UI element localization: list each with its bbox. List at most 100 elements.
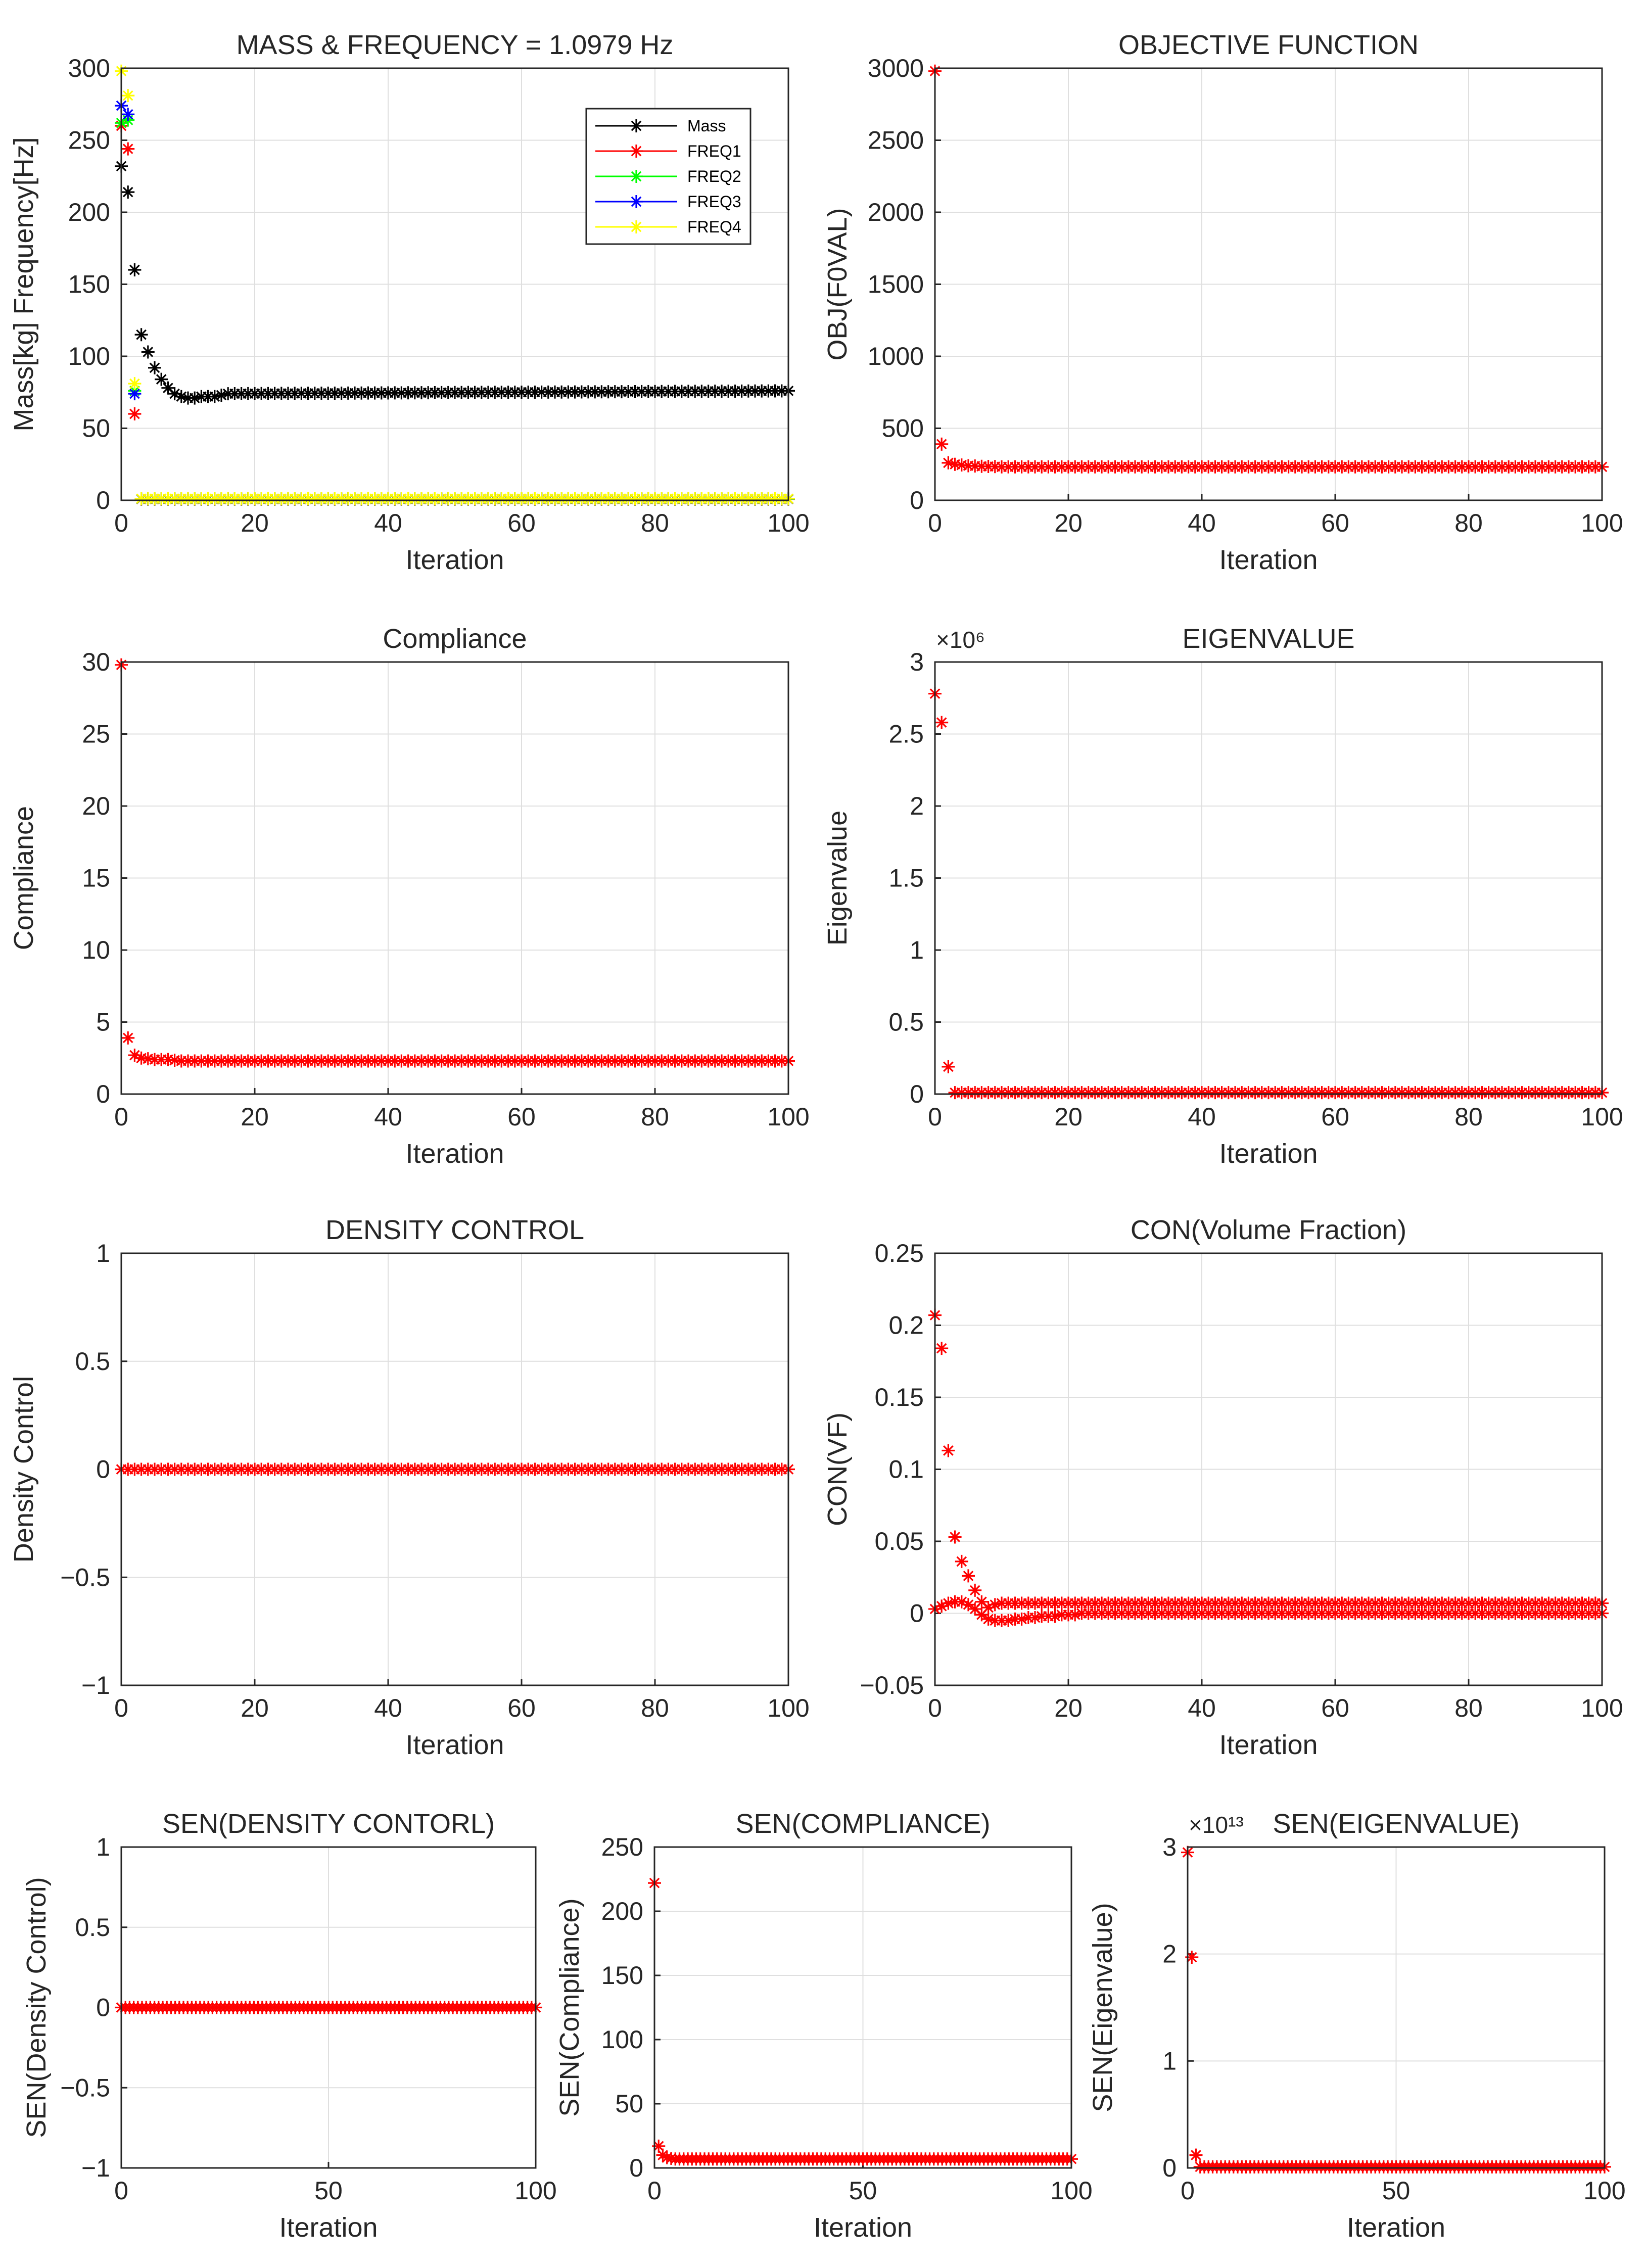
data-point bbox=[1529, 1596, 1542, 1610]
data-point bbox=[675, 492, 688, 505]
data-point bbox=[255, 492, 268, 505]
data-point bbox=[1435, 1596, 1449, 1610]
y-tick-label: 3 bbox=[910, 648, 924, 676]
data-point bbox=[995, 1596, 1008, 1610]
x-tick-label: 20 bbox=[241, 509, 269, 537]
data-point bbox=[1015, 1596, 1028, 1610]
data-point bbox=[541, 385, 555, 399]
data-point bbox=[1588, 460, 1602, 474]
data-point bbox=[274, 1054, 288, 1068]
data-point bbox=[1342, 460, 1355, 474]
data-point bbox=[708, 1054, 722, 1068]
data-point bbox=[315, 1054, 328, 1068]
series-eigenvalue bbox=[928, 687, 1609, 1100]
data-point bbox=[181, 1054, 195, 1068]
data-point bbox=[1168, 1606, 1182, 1620]
data-point bbox=[388, 1462, 402, 1476]
data-point bbox=[1148, 1606, 1162, 1620]
x-tick-label: 40 bbox=[1188, 1103, 1216, 1131]
data-point bbox=[588, 1462, 602, 1476]
data-point bbox=[1562, 1606, 1575, 1620]
data-point bbox=[248, 1462, 261, 1476]
data-point bbox=[688, 1054, 702, 1068]
data-point bbox=[1569, 460, 1582, 474]
y-axis-label: SEN(Compliance) bbox=[554, 1898, 585, 2116]
data-point bbox=[648, 385, 662, 398]
data-point bbox=[1429, 460, 1442, 474]
data-point bbox=[181, 492, 195, 505]
data-point bbox=[1002, 460, 1015, 474]
data-point bbox=[1475, 460, 1489, 474]
data-point bbox=[1062, 1608, 1075, 1622]
data-point bbox=[174, 1462, 188, 1476]
data-point bbox=[181, 391, 195, 405]
data-point bbox=[1035, 1086, 1049, 1100]
data-point bbox=[1515, 1086, 1529, 1100]
data-point bbox=[461, 492, 475, 505]
data-point bbox=[401, 386, 415, 400]
data-point bbox=[1509, 1596, 1522, 1610]
data-point bbox=[1522, 1596, 1535, 1610]
data-point bbox=[1035, 1596, 1049, 1610]
data-point bbox=[255, 1462, 268, 1476]
data-point bbox=[1002, 1596, 1015, 1610]
data-point bbox=[1208, 1086, 1222, 1100]
data-point bbox=[195, 1054, 208, 1068]
data-point bbox=[1095, 460, 1108, 474]
data-point bbox=[708, 385, 722, 398]
data-point bbox=[1375, 1606, 1389, 1620]
data-point bbox=[488, 1054, 502, 1068]
data-point bbox=[1588, 1596, 1602, 1610]
x-tick-label: 80 bbox=[1454, 1103, 1483, 1131]
data-point bbox=[441, 386, 455, 399]
data-point bbox=[1062, 1596, 1075, 1610]
data-point bbox=[975, 1608, 989, 1622]
legend-label: FREQ1 bbox=[687, 142, 741, 160]
data-point bbox=[735, 1462, 748, 1476]
x-tick-label: 80 bbox=[641, 509, 669, 537]
data-point bbox=[168, 1462, 181, 1476]
data-point bbox=[1335, 1606, 1349, 1620]
data-point bbox=[1135, 1086, 1149, 1100]
y-tick-label: −0.05 bbox=[860, 1671, 924, 1699]
data-point bbox=[515, 1462, 528, 1476]
chart-eigenvalue: 0 20 40 60 80 100 0 0.5 1 1.5 2 2.5 3 EIGENVALUE Itera… bbox=[822, 624, 1623, 1169]
data-point bbox=[1442, 1596, 1455, 1610]
data-point bbox=[121, 108, 135, 121]
data-point bbox=[995, 460, 1008, 474]
y-tick-label: 10 bbox=[82, 936, 110, 964]
data-point bbox=[308, 1462, 321, 1476]
data-point bbox=[688, 492, 702, 505]
series-sen-eigenvalue bbox=[1181, 1846, 1611, 2174]
data-point bbox=[174, 1054, 188, 1068]
data-point bbox=[128, 387, 142, 401]
data-point bbox=[268, 492, 281, 505]
data-point bbox=[1408, 1086, 1422, 1100]
data-point bbox=[1008, 460, 1022, 474]
data-point bbox=[435, 386, 448, 399]
data-point bbox=[161, 1462, 175, 1476]
data-point bbox=[1248, 1606, 1262, 1620]
data-point bbox=[168, 387, 181, 401]
x-axis-label: Iteration bbox=[1219, 1139, 1318, 1169]
data-point bbox=[208, 1462, 221, 1476]
x-tick-label: 100 bbox=[1581, 1103, 1623, 1131]
data-point bbox=[1475, 1606, 1489, 1620]
data-point bbox=[1402, 1596, 1416, 1610]
y-axis-label: Eigenvalue bbox=[822, 811, 853, 946]
y-tick-label: 2 bbox=[1162, 1940, 1177, 1968]
data-point bbox=[328, 387, 342, 400]
data-point bbox=[1575, 1086, 1589, 1100]
data-point bbox=[1355, 1596, 1369, 1610]
data-point bbox=[1308, 1606, 1322, 1620]
data-point bbox=[1268, 1596, 1282, 1610]
data-point bbox=[715, 385, 728, 398]
data-point bbox=[695, 1054, 709, 1068]
data-point bbox=[228, 492, 242, 505]
data-point bbox=[595, 492, 608, 505]
x-tick-label: 60 bbox=[507, 509, 536, 537]
data-point bbox=[348, 492, 361, 505]
data-point bbox=[1275, 460, 1289, 474]
data-point bbox=[1555, 1086, 1569, 1100]
